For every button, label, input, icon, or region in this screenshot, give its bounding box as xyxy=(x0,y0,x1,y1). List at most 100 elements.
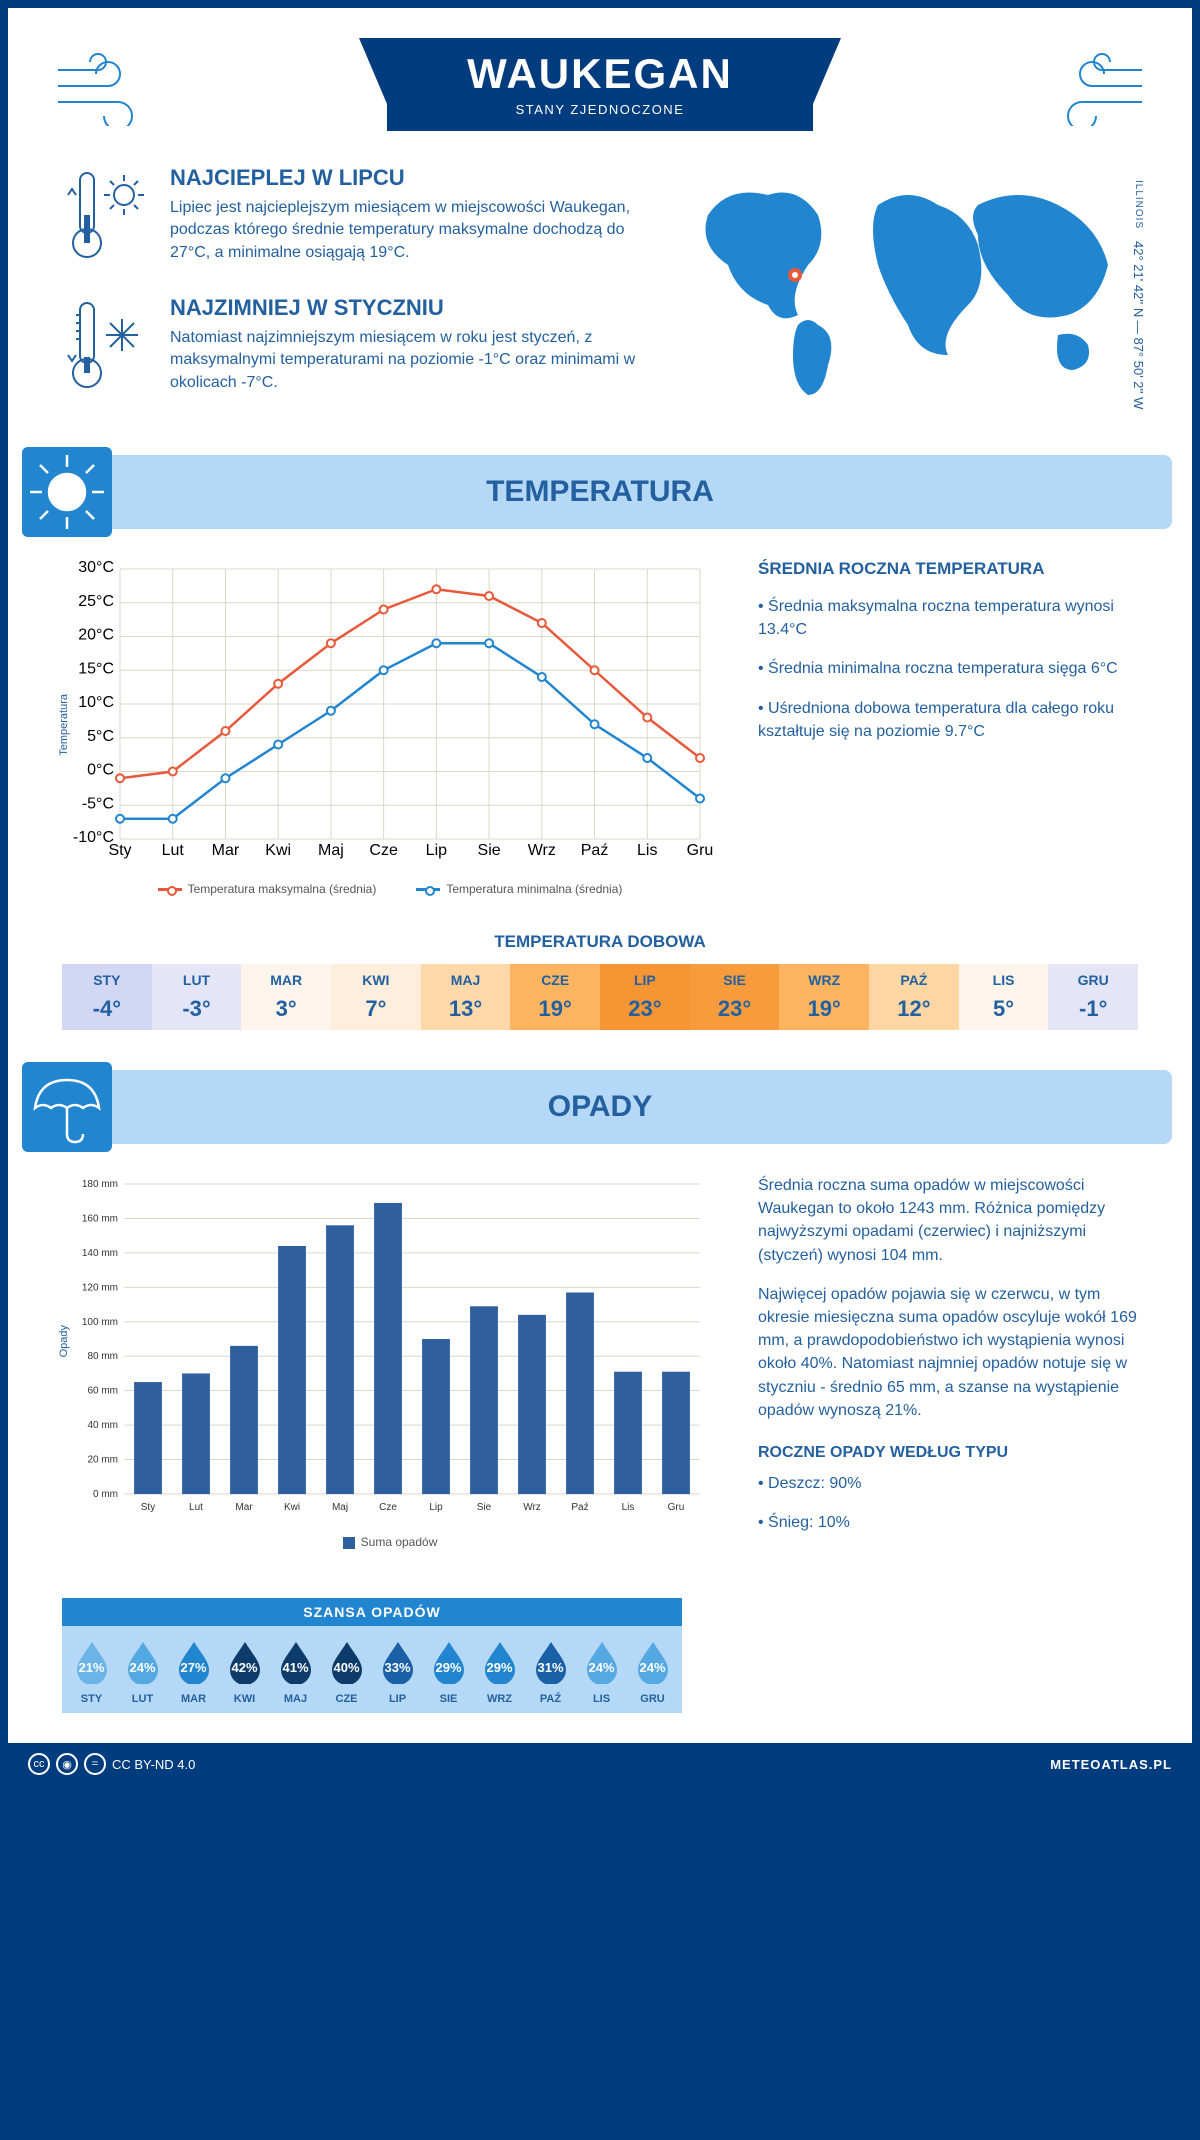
precip-chance-drop: 29%SIE xyxy=(423,1638,474,1705)
precip-side-info: Średnia roczna suma opadów w miejscowośc… xyxy=(758,1174,1138,1550)
coordinates: ILLINOIS 42° 21' 42'' N — 87° 50' 2'' W xyxy=(1131,165,1146,425)
precip-title: OPADY xyxy=(548,1090,652,1123)
svg-text:10°C: 10°C xyxy=(78,694,114,711)
infographic: WAUKEGAN STANY ZJEDNOCZONE NAJCIEPLEJ W … xyxy=(8,8,1192,1785)
svg-text:30°C: 30°C xyxy=(78,559,114,576)
intro-section: NAJCIEPLEJ W LIPCU Lipiec jest najcieple… xyxy=(8,151,1192,455)
svg-text:Paź: Paź xyxy=(581,842,609,859)
svg-text:0 mm: 0 mm xyxy=(93,1489,118,1500)
precip-chance-drop: 21%STY xyxy=(66,1638,117,1705)
svg-text:Sie: Sie xyxy=(478,842,501,859)
precip-chance-drop: 42%KWI xyxy=(219,1638,270,1705)
svg-text:Cze: Cze xyxy=(369,842,398,859)
svg-text:60 mm: 60 mm xyxy=(87,1386,118,1397)
site-name: METEOATLAS.PL xyxy=(1050,1757,1172,1772)
coldest-body: Natomiast najzimniejszym miesiącem w rok… xyxy=(170,327,648,394)
cc-icon: cc xyxy=(28,1753,50,1775)
svg-text:Gru: Gru xyxy=(668,1502,685,1513)
temperature-title: TEMPERATURA xyxy=(486,475,714,508)
title-banner: WAUKEGAN STANY ZJEDNOCZONE xyxy=(387,38,813,131)
precip-section-header: OPADY xyxy=(28,1070,1172,1144)
svg-text:Sty: Sty xyxy=(108,842,131,859)
precip-chance-drop: 24%LUT xyxy=(117,1638,168,1705)
daily-cell: KWI7° xyxy=(331,964,421,1030)
svg-text:Maj: Maj xyxy=(332,1502,348,1513)
umbrella-icon xyxy=(22,1062,112,1152)
temperature-section-header: TEMPERATURA xyxy=(28,455,1172,529)
warmest-body: Lipiec jest najcieplejszym miesiącem w m… xyxy=(170,197,648,264)
svg-text:Gru: Gru xyxy=(687,842,714,859)
precip-chance-drop: 33%LIP xyxy=(372,1638,423,1705)
svg-text:Cze: Cze xyxy=(379,1502,397,1513)
svg-text:5°C: 5°C xyxy=(87,728,114,745)
svg-text:Lis: Lis xyxy=(637,842,657,859)
svg-text:Kwi: Kwi xyxy=(284,1502,300,1513)
country-name: STANY ZJEDNOCZONE xyxy=(467,102,733,117)
precip-chance-drop: 40%CZE xyxy=(321,1638,372,1705)
daily-cell: MAR3° xyxy=(241,964,331,1030)
thermometer-snow-icon xyxy=(62,295,152,400)
coldest-title: NAJZIMNIEJ W STYCZNIU xyxy=(170,295,648,321)
precip-legend: Suma opadów xyxy=(62,1535,718,1549)
daily-cell: SIE23° xyxy=(690,964,780,1030)
coordinates-text: 42° 21' 42'' N — 87° 50' 2'' W xyxy=(1131,241,1146,409)
daily-cell: STY-4° xyxy=(62,964,152,1030)
svg-text:Lip: Lip xyxy=(429,1502,443,1513)
svg-text:80 mm: 80 mm xyxy=(87,1351,118,1362)
daily-cell: MAJ13° xyxy=(421,964,511,1030)
precip-body: Opady 0 mm20 mm40 mm60 mm80 mm100 mm120 … xyxy=(8,1144,1192,1580)
daily-cell: LIS5° xyxy=(959,964,1049,1030)
svg-text:Sie: Sie xyxy=(477,1502,492,1513)
precip-chance-drop: 24%GRU xyxy=(627,1638,678,1705)
daily-temp-title: TEMPERATURA DOBOWA xyxy=(8,932,1192,952)
temperature-chart: Temperatura -10°C-5°C0°C5°C10°C15°C20°C2… xyxy=(62,559,718,896)
license: cc ◉ = CC BY-ND 4.0 xyxy=(28,1753,195,1775)
footer: cc ◉ = CC BY-ND 4.0 METEOATLAS.PL xyxy=(8,1743,1192,1785)
sun-icon xyxy=(22,447,112,537)
thermometer-sun-icon xyxy=(62,165,152,270)
svg-text:Maj: Maj xyxy=(318,842,344,859)
precip-chart: Opady 0 mm20 mm40 mm60 mm80 mm100 mm120 … xyxy=(62,1174,718,1550)
daily-cell: PAŹ12° xyxy=(869,964,959,1030)
svg-text:Sty: Sty xyxy=(141,1502,155,1513)
temp-side-title: ŚREDNIA ROCZNA TEMPERATURA xyxy=(758,559,1138,579)
daily-cell: LUT-3° xyxy=(152,964,242,1030)
world-map xyxy=(678,165,1138,405)
svg-text:20°C: 20°C xyxy=(78,627,114,644)
daily-cell: CZE19° xyxy=(510,964,600,1030)
precip-chance-drop: 27%MAR xyxy=(168,1638,219,1705)
svg-text:Wrz: Wrz xyxy=(523,1502,541,1513)
svg-text:Mar: Mar xyxy=(212,842,240,859)
temp-legend: Temperatura maksymalna (średnia) Tempera… xyxy=(62,882,718,896)
temperature-body: Temperatura -10°C-5°C0°C5°C10°C15°C20°C2… xyxy=(8,529,1192,926)
precip-y-label: Opady xyxy=(58,1325,70,1357)
precip-types: ROCZNE OPADY WEDŁUG TYPU • Deszcz: 90% •… xyxy=(758,1444,1138,1534)
svg-text:180 mm: 180 mm xyxy=(82,1179,118,1190)
daily-temp-table: STY-4°LUT-3°MAR3°KWI7°MAJ13°CZE19°LIP23°… xyxy=(62,964,1138,1030)
wind-icon xyxy=(1032,46,1152,126)
daily-cell: WRZ19° xyxy=(779,964,869,1030)
svg-text:Lut: Lut xyxy=(189,1502,203,1513)
svg-text:Kwi: Kwi xyxy=(265,842,291,859)
svg-text:Lut: Lut xyxy=(162,842,185,859)
precip-chance-drop: 31%PAŹ xyxy=(525,1638,576,1705)
warmest-block: NAJCIEPLEJ W LIPCU Lipiec jest najcieple… xyxy=(62,165,648,270)
precip-chance-drop: 41%MAJ xyxy=(270,1638,321,1705)
svg-text:40 mm: 40 mm xyxy=(87,1420,118,1431)
svg-text:Lis: Lis xyxy=(622,1502,635,1513)
world-map-block: ILLINOIS 42° 21' 42'' N — 87° 50' 2'' W xyxy=(678,165,1138,425)
svg-text:25°C: 25°C xyxy=(78,593,114,610)
daily-cell: LIP23° xyxy=(600,964,690,1030)
svg-text:Wrz: Wrz xyxy=(528,842,556,859)
coldest-block: NAJZIMNIEJ W STYCZNIU Natomiast najzimni… xyxy=(62,295,648,400)
svg-text:Lip: Lip xyxy=(426,842,447,859)
svg-text:140 mm: 140 mm xyxy=(82,1248,118,1259)
cc-nd-icon: = xyxy=(84,1753,106,1775)
warmest-title: NAJCIEPLEJ W LIPCU xyxy=(170,165,648,191)
svg-text:20 mm: 20 mm xyxy=(87,1455,118,1466)
cc-by-icon: ◉ xyxy=(56,1753,78,1775)
state-name: ILLINOIS xyxy=(1133,180,1144,229)
precip-chance-drop: 24%LIS xyxy=(576,1638,627,1705)
svg-text:100 mm: 100 mm xyxy=(82,1317,118,1328)
svg-text:15°C: 15°C xyxy=(78,660,114,677)
